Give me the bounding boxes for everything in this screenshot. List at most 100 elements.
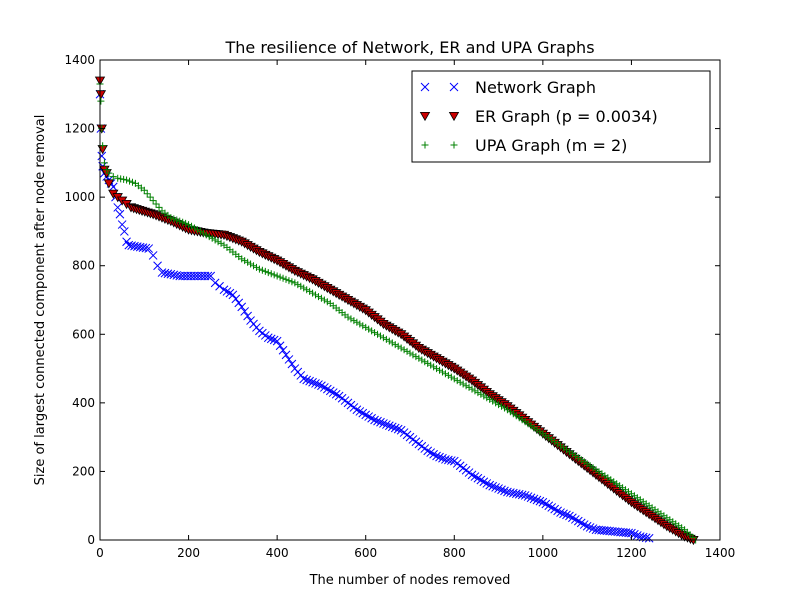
data-point xyxy=(468,385,476,393)
y-tick-label: 1000 xyxy=(64,190,95,204)
data-point xyxy=(117,220,127,229)
data-point xyxy=(263,333,273,343)
data-point xyxy=(365,325,373,333)
data-point xyxy=(140,186,148,194)
data-point xyxy=(453,377,461,385)
data-point xyxy=(285,277,293,285)
data-point xyxy=(523,492,533,501)
y-tick-label: 800 xyxy=(72,259,95,273)
data-point xyxy=(435,452,444,462)
data-point xyxy=(350,317,358,325)
x-tick-label: 400 xyxy=(266,546,289,560)
data-point xyxy=(214,238,222,246)
chart-title: The resilience of Network, ER and UPA Gr… xyxy=(224,38,594,57)
data-point xyxy=(409,351,417,359)
data-point xyxy=(255,265,263,273)
y-tick-label: 600 xyxy=(72,327,95,341)
data-point xyxy=(314,380,323,389)
data-point xyxy=(95,90,107,100)
data-point xyxy=(438,368,446,376)
data-point xyxy=(97,97,105,105)
data-point xyxy=(384,421,394,431)
data-point xyxy=(288,278,296,286)
data-point xyxy=(115,209,125,219)
data-point xyxy=(403,347,411,355)
x-tick-label: 1000 xyxy=(528,546,559,560)
y-tick-label: 1400 xyxy=(64,53,95,67)
data-point xyxy=(421,358,429,366)
data-point xyxy=(231,294,241,304)
data-point xyxy=(282,275,290,283)
data-point xyxy=(427,361,435,369)
x-tick-label: 0 xyxy=(96,546,104,560)
data-point xyxy=(264,269,272,277)
data-point xyxy=(368,327,376,335)
data-point xyxy=(210,278,220,288)
data-point xyxy=(261,267,269,275)
data-point xyxy=(471,387,479,395)
data-point xyxy=(258,266,266,274)
data-point xyxy=(562,510,571,520)
data-point xyxy=(306,287,314,295)
data-point xyxy=(485,480,495,490)
data-point xyxy=(424,359,432,367)
data-point xyxy=(474,389,482,397)
data-point xyxy=(488,481,498,491)
data-point xyxy=(391,341,399,349)
data-point xyxy=(480,392,488,400)
data-point xyxy=(167,214,175,222)
data-point xyxy=(314,293,322,301)
data-point xyxy=(190,224,198,232)
data-point xyxy=(126,177,134,185)
x-tick-label: 600 xyxy=(354,546,377,560)
legend-marker xyxy=(420,82,430,92)
data-point xyxy=(532,495,542,505)
data-point xyxy=(498,402,506,410)
legend-label: UPA Graph (m = 2) xyxy=(475,136,627,155)
data-point xyxy=(302,375,312,385)
data-point xyxy=(376,417,385,427)
data-point xyxy=(173,216,181,224)
data-point xyxy=(309,289,317,297)
data-point xyxy=(489,397,497,405)
data-point xyxy=(356,320,364,328)
data-point xyxy=(228,290,238,300)
data-point xyxy=(644,533,654,543)
data-point xyxy=(450,375,458,383)
plot-frame xyxy=(99,59,721,541)
data-point xyxy=(247,260,255,268)
data-point xyxy=(371,329,379,337)
data-point xyxy=(267,270,275,278)
data-point xyxy=(483,394,491,402)
data-point xyxy=(273,272,281,280)
data-point xyxy=(462,382,470,390)
data-point xyxy=(146,193,154,201)
data-point xyxy=(438,453,447,463)
data-point xyxy=(494,484,503,493)
data-point xyxy=(281,350,291,360)
data-point xyxy=(444,371,452,379)
data-point xyxy=(370,415,379,425)
data-point xyxy=(397,344,405,352)
data-point xyxy=(359,322,367,330)
data-point xyxy=(394,342,402,350)
data-point xyxy=(128,178,136,186)
data-point xyxy=(388,339,396,347)
data-point xyxy=(105,169,113,177)
data-point xyxy=(374,330,382,338)
data-point xyxy=(323,298,331,306)
data-point xyxy=(203,271,213,281)
data-point xyxy=(237,302,247,312)
x-tick-label: 1400 xyxy=(705,546,736,560)
legend: Network Graph ER Graph (p = 0.0034) UPA Gr… xyxy=(411,70,711,163)
data-point xyxy=(585,523,595,532)
data-point xyxy=(465,383,473,391)
legend-label: Network Graph xyxy=(475,78,596,97)
data-point xyxy=(185,221,193,229)
data-point xyxy=(250,262,258,270)
data-point xyxy=(433,365,441,373)
data-point xyxy=(559,509,568,519)
data-point xyxy=(627,528,636,538)
data-point xyxy=(244,258,252,266)
